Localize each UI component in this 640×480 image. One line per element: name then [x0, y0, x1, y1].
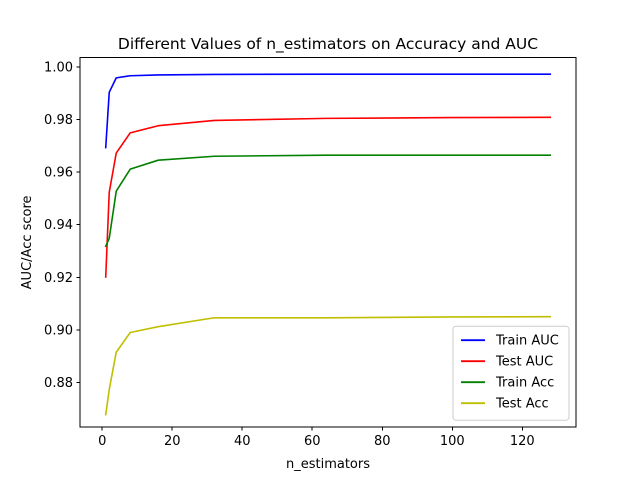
legend-label-train-acc: Train Acc: [495, 376, 554, 391]
y-tick-label: 0.92: [44, 271, 73, 286]
x-tick-label: 20: [164, 434, 181, 449]
y-tick-label: 0.98: [44, 113, 73, 128]
legend-label-test-acc: Test Acc: [495, 397, 549, 412]
legend: Train AUC Test AUC Train Acc Test Acc: [452, 325, 570, 421]
series-line-test-acc: [104, 315, 552, 416]
y-tick-label: 0.94: [44, 218, 73, 233]
series-line-test-auc: [104, 116, 552, 278]
x-tick-label: 60: [304, 434, 321, 449]
series-line-train-acc: [104, 154, 552, 248]
legend-label-test-auc: Test AUC: [495, 355, 553, 370]
series-group: [104, 73, 552, 416]
x-tick-label: 80: [374, 434, 391, 449]
y-axis-ticks: 0.88 0.90 0.92 0.94 0.96 0.98 1.00: [44, 60, 80, 391]
axes-frame: [79, 57, 577, 428]
x-axis-title: n_estimators: [286, 457, 370, 472]
y-axis-title: AUC/Acc score: [20, 195, 35, 289]
y-tick-label: 1.00: [44, 60, 73, 75]
x-axis-ticks: 0 20 40 60 80 100 120: [98, 427, 535, 449]
legend-frame: [452, 325, 570, 421]
y-tick-label: 0.90: [44, 323, 73, 338]
legend-label-train-auc: Train AUC: [495, 334, 559, 349]
y-tick-label: 0.96: [44, 166, 73, 181]
x-tick-label: 0: [98, 434, 106, 449]
x-tick-label: 120: [510, 434, 535, 449]
chart-title: Different Values of n_estimators on Accu…: [118, 35, 538, 54]
y-tick-label: 0.88: [44, 376, 73, 391]
series-line-train-auc: [104, 73, 552, 149]
x-tick-label: 100: [440, 434, 465, 449]
x-tick-label: 40: [234, 434, 251, 449]
